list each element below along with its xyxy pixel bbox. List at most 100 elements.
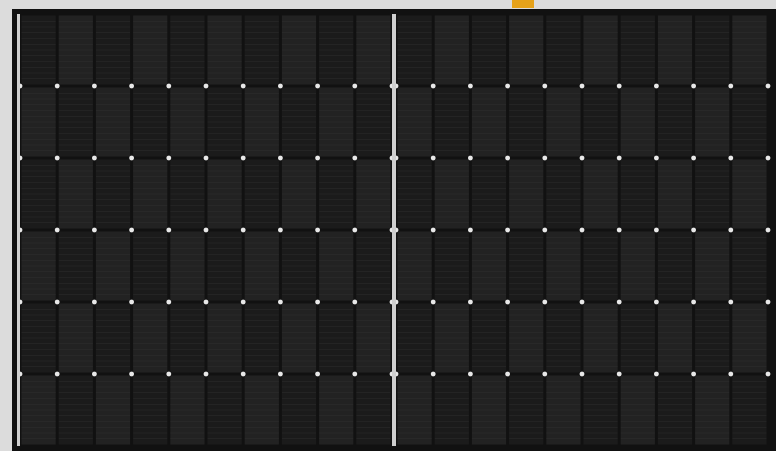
grid-junction-dot [616,83,622,89]
grid-junction-dot [691,371,696,377]
grid-junction-dot [166,83,172,89]
grid-junction-dot [92,83,97,89]
grid-junction-dot [654,299,659,305]
grid-junction-dot [54,299,60,305]
grid-junction-dot [352,83,358,89]
grid-junction-dot [765,299,771,305]
grid-junction-dot [203,83,209,89]
grid-junction-dot [579,299,585,305]
grid-junction-dot [728,83,734,89]
grid-junction-dot [430,155,436,161]
grid-junction-dot [579,227,585,233]
grid-junction-dot [129,371,135,377]
grid-junction-dot [728,155,734,161]
center-divider [392,14,396,446]
grid-junction-dot [654,227,659,233]
grid-junction-dot [129,155,135,161]
junction-tab [512,0,534,8]
grid-junction-dot [616,155,622,161]
grid-junction-dot [542,155,548,161]
grid-junction-dot [315,83,320,89]
grid-junction-dot [728,299,734,305]
grid-junction-dot [579,371,585,377]
grid-junction-dot [765,227,771,233]
grid-junction-dot [505,371,510,377]
grid-junction-dot [728,371,734,377]
left-edge-line [17,14,20,446]
grid-junction-dot [468,371,473,377]
grid-junction-dot [691,155,696,161]
grid-junction-dot [92,299,97,305]
grid-junction-dot [765,155,771,161]
grid-junction-dot [616,299,622,305]
cell-grid [21,15,767,445]
grid-junction-dot [240,371,246,377]
grid-junction-dot [203,155,209,161]
grid-junction-dot [278,83,283,89]
grid-junction-dot [654,83,659,89]
grid-junction-dot [505,299,510,305]
grid-junction-dot [505,83,510,89]
grid-junction-dot [691,227,696,233]
grid-junction-dot [315,299,320,305]
cell-gridlines [17,14,771,446]
grid-junction-dot [430,83,436,89]
grid-junction-dot [315,371,320,377]
grid-junction-dot [468,299,473,305]
grid-junction-dot [54,155,60,161]
grid-junction-dot [430,227,436,233]
grid-junction-dot [468,227,473,233]
grid-junction-dot [92,227,97,233]
grid-junction-dot [352,299,358,305]
grid-junction-dot [579,155,585,161]
grid-junction-dot [654,155,659,161]
grid-junction-dot [616,227,622,233]
grid-junction-dot [166,155,172,161]
grid-junction-dot [315,227,320,233]
grid-junction-dot [691,83,696,89]
grid-junction-dot [616,371,622,377]
grid-junction-dot [92,371,97,377]
grid-junction-dot [315,155,320,161]
grid-junction-dot [278,299,283,305]
grid-junction-dot [54,371,60,377]
grid-junction-dot [240,299,246,305]
grid-junction-dot [542,227,548,233]
grid-junction-dot [278,155,283,161]
grid-junction-dot [129,299,135,305]
grid-junction-dot [129,227,135,233]
grid-junction-dot [278,227,283,233]
grid-junction-dot [203,227,209,233]
grid-junction-dot [542,371,548,377]
grid-junction-dot [691,299,696,305]
grid-junction-dot [542,83,548,89]
grid-junction-dot [542,299,548,305]
grid-junction-dot [166,299,172,305]
grid-junction-dot [54,227,60,233]
grid-junction-dot [654,371,659,377]
grid-junction-dot [54,83,60,89]
grid-junction-dot [203,299,209,305]
grid-junction-dot [430,371,436,377]
grid-junction-dot [430,299,436,305]
grid-junction-dot [728,227,734,233]
grid-junction-dot [278,371,283,377]
grid-junction-dot [505,227,510,233]
grid-junction-dot [352,227,358,233]
grid-junction-dot [92,155,97,161]
grid-junction-dot [468,83,473,89]
grid-junction-dot [166,371,172,377]
grid-junction-dot [203,371,209,377]
grid-junction-dot [765,83,771,89]
grid-junction-dot [240,155,246,161]
grid-junction-dot [765,371,771,377]
grid-junction-dot [240,83,246,89]
grid-junction-dot [166,227,172,233]
grid-junction-dot [505,155,510,161]
grid-junction-dot [240,227,246,233]
grid-junction-dot [468,155,473,161]
grid-junction-dot [129,83,135,89]
grid-junction-dot [352,371,358,377]
